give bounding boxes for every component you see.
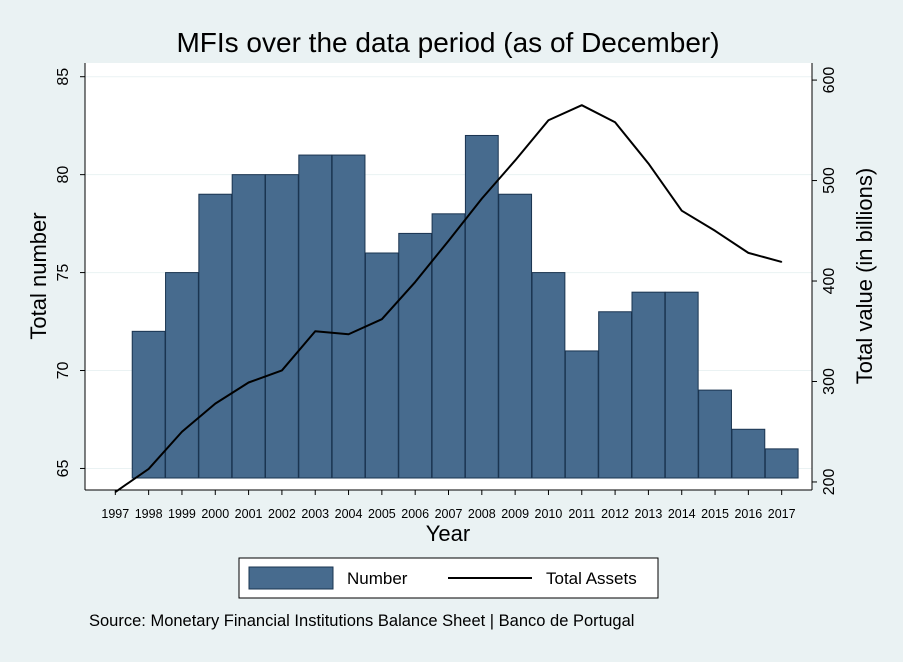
bar-2007	[431, 213, 466, 479]
bar-2009	[498, 193, 533, 479]
point-total-assets-2016	[747, 252, 749, 254]
right-tick-label-300: 300	[821, 368, 838, 395]
x-tick-label-2016: 2016	[734, 507, 762, 521]
legend: Number Total Assets	[238, 557, 659, 599]
point-total-assets-2001	[247, 381, 250, 384]
x-tick-label-1997: 1997	[101, 507, 129, 521]
bar-2012	[598, 311, 632, 479]
x-tick-label-2015: 2015	[701, 507, 729, 521]
bar-2015	[698, 389, 732, 479]
x-tick-label-2005: 2005	[368, 507, 396, 521]
point-total-assets-2012	[614, 121, 616, 123]
legend-swatch-number	[248, 566, 334, 590]
point-total-assets-1998	[148, 468, 150, 470]
left-tick-label-65: 65	[55, 459, 72, 477]
x-tick-label-2008: 2008	[468, 507, 496, 521]
x-tick-label-1999: 1999	[168, 507, 196, 521]
bar-1999	[165, 272, 199, 479]
x-tick-label-2006: 2006	[401, 507, 429, 521]
axes: 65 70 75 80 85 200 300 400 500 600 1997 1998 1999 200…	[55, 63, 838, 521]
x-tick-label-2001: 2001	[235, 507, 263, 521]
bar-2017	[764, 448, 799, 479]
legend-label-total-assets: Total Assets	[546, 569, 637, 588]
bar-1998	[131, 330, 166, 479]
point-total-assets-2006	[414, 281, 416, 283]
right-tick-label-200: 200	[821, 469, 838, 496]
x-tick-label-2007: 2007	[435, 507, 463, 521]
right-tick-label-400: 400	[821, 268, 838, 295]
x-tick-label-2009: 2009	[501, 507, 529, 521]
right-tick-label-600: 600	[821, 67, 838, 94]
bar-2002	[265, 174, 299, 479]
left-axis-title: Total number	[26, 212, 51, 339]
bar-2005	[364, 252, 399, 479]
x-tick-label-2000: 2000	[201, 507, 229, 521]
point-total-assets-2008	[481, 198, 483, 200]
bar-2006	[398, 232, 433, 479]
x-tick-label-2003: 2003	[301, 507, 329, 521]
chart-title: MFIs over the data period (as of Decembe…	[176, 27, 719, 58]
left-tick-label-80: 80	[55, 166, 72, 184]
bar-2000	[198, 193, 233, 479]
point-total-assets-2013	[647, 162, 650, 165]
bar-2010	[531, 272, 566, 479]
line-series	[114, 104, 783, 493]
point-total-assets-2005	[381, 318, 383, 320]
x-tick-label-2017: 2017	[768, 507, 796, 521]
x-tick-label-2011: 2011	[568, 507, 595, 521]
point-total-assets-2007	[447, 240, 450, 242]
x-tick-label-2004: 2004	[335, 507, 363, 521]
bar-2003	[298, 154, 333, 479]
x-tick-label-2010: 2010	[535, 507, 563, 521]
point-total-assets-1999	[181, 431, 183, 433]
x-tick-label-2002: 2002	[268, 507, 296, 521]
x-axis-title: Year	[426, 521, 470, 546]
source-note: Source: Monetary Financial Institutions …	[89, 612, 634, 630]
point-total-assets-2004	[347, 333, 350, 335]
point-total-assets-2010	[547, 119, 550, 121]
bar-2016	[731, 428, 766, 479]
left-tick-label-75: 75	[55, 264, 72, 282]
left-tick-label-85: 85	[55, 68, 72, 86]
x-tick-label-2013: 2013	[635, 507, 663, 521]
bar-2001	[231, 174, 266, 479]
x-tick-label-2014: 2014	[668, 507, 696, 521]
bars-series	[131, 134, 799, 479]
left-tick-label-70: 70	[55, 362, 72, 380]
x-tick-label-1998: 1998	[135, 507, 163, 521]
right-tick-label-500: 500	[821, 167, 838, 194]
bar-2008	[464, 134, 499, 479]
legend-label-number: Number	[347, 569, 408, 588]
point-total-assets-2014	[681, 210, 683, 212]
point-total-assets-2003	[314, 330, 316, 332]
point-total-assets-2000	[214, 403, 216, 405]
bar-2013	[631, 291, 666, 479]
bar-2011	[564, 350, 599, 479]
point-total-assets-2002	[281, 369, 283, 372]
bar-2014	[664, 291, 699, 479]
point-total-assets-2009	[514, 159, 516, 162]
point-total-assets-2011	[581, 104, 583, 106]
right-axis-title: Total value (in billions)	[852, 168, 877, 384]
point-total-assets-2015	[714, 230, 716, 232]
x-tick-label-2012: 2012	[601, 507, 629, 521]
point-total-assets-2017	[781, 261, 783, 263]
bar-2004	[331, 154, 366, 479]
